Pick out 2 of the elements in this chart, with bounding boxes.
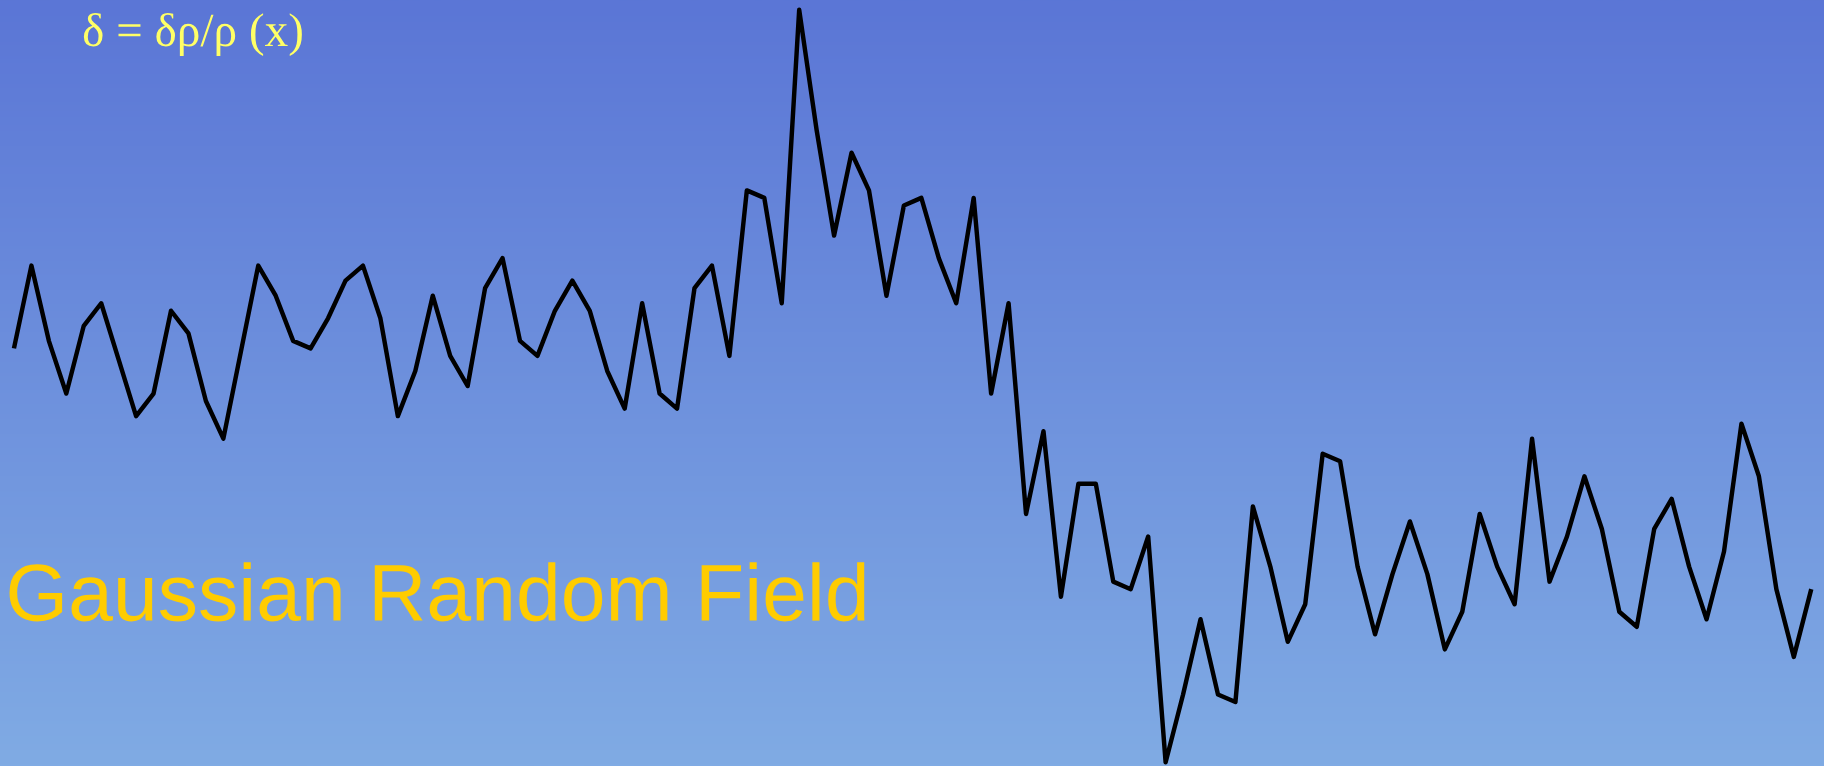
text: Gaussian Random Field [9,562,865,622]
annotation: δ = δρ/ρ (x) [83,12,302,56]
